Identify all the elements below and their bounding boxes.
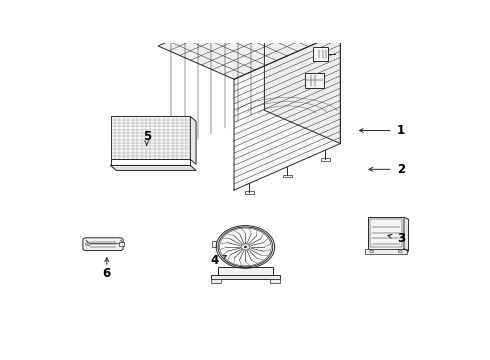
Bar <box>218 267 273 275</box>
Bar <box>320 158 330 161</box>
Circle shape <box>218 227 273 267</box>
Bar <box>283 175 292 177</box>
Polygon shape <box>190 116 196 164</box>
Bar <box>120 242 124 246</box>
Bar <box>111 116 190 159</box>
FancyBboxPatch shape <box>305 73 324 88</box>
Text: 6: 6 <box>103 267 111 280</box>
Bar <box>212 242 216 247</box>
Text: 5: 5 <box>143 130 151 143</box>
Circle shape <box>87 244 89 245</box>
Polygon shape <box>404 217 409 251</box>
Polygon shape <box>234 33 341 190</box>
Text: 2: 2 <box>397 163 405 176</box>
Circle shape <box>241 244 250 250</box>
Polygon shape <box>158 0 341 79</box>
Bar <box>365 249 407 254</box>
FancyBboxPatch shape <box>83 238 123 251</box>
Polygon shape <box>265 0 341 144</box>
Circle shape <box>398 250 402 253</box>
Bar <box>370 219 402 247</box>
Bar <box>368 217 404 249</box>
Bar <box>245 191 254 194</box>
Circle shape <box>370 250 373 253</box>
Text: 1: 1 <box>397 124 405 137</box>
Circle shape <box>244 246 247 248</box>
Bar <box>211 275 280 279</box>
Bar <box>270 279 280 283</box>
Bar <box>211 279 220 283</box>
Circle shape <box>86 243 90 246</box>
Bar <box>313 47 328 61</box>
Text: 4: 4 <box>211 254 219 267</box>
Text: 3: 3 <box>397 232 405 245</box>
Polygon shape <box>111 166 196 170</box>
